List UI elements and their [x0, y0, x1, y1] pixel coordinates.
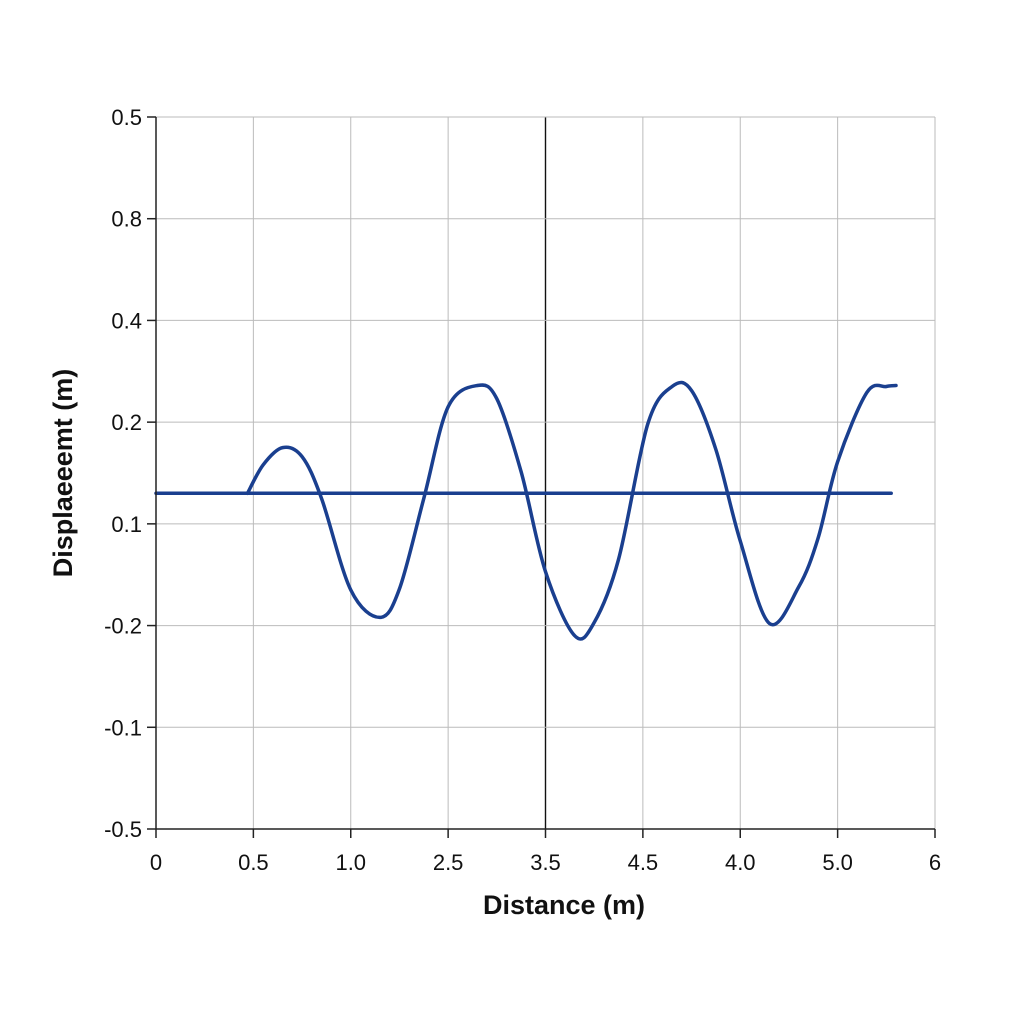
x-ticks: 0 0.5 1.0 2.5 3.5 4.5 4.0 5.0 6 — [150, 829, 941, 875]
y-ticks: 0.5 0.8 0.4 0.2 0.1 -0.2 -0.1 -0.5 — [104, 105, 156, 842]
y-tick-label: -0.2 — [104, 614, 142, 639]
x-tick-label: 0.5 — [238, 850, 269, 875]
y-tick-label: -0.1 — [104, 715, 142, 740]
grid — [156, 116, 936, 829]
x-tick-label: 1.0 — [335, 850, 366, 875]
series-layer — [154, 380, 898, 641]
y-axis-title: Displaeeemt (m) — [48, 369, 78, 578]
y-tick-label: 0.2 — [111, 410, 142, 435]
x-tick-label: 0 — [150, 850, 162, 875]
y-tick-label: -0.5 — [104, 817, 142, 842]
x-tick-label: 6 — [929, 850, 941, 875]
x-tick-label: 4.0 — [725, 850, 756, 875]
wave-series-line — [245, 380, 898, 641]
y-tick-label: 0.5 — [111, 105, 142, 130]
y-tick-label: 0.8 — [111, 207, 142, 232]
x-tick-label: 5.0 — [822, 850, 853, 875]
x-tick-label: 3.5 — [530, 850, 561, 875]
x-axis-title: Distance (m) — [483, 890, 645, 920]
x-tick-label: 4.5 — [628, 850, 659, 875]
y-tick-label: 0.4 — [111, 308, 142, 333]
x-tick-label: 2.5 — [433, 850, 464, 875]
y-tick-label: 0.1 — [111, 512, 142, 537]
